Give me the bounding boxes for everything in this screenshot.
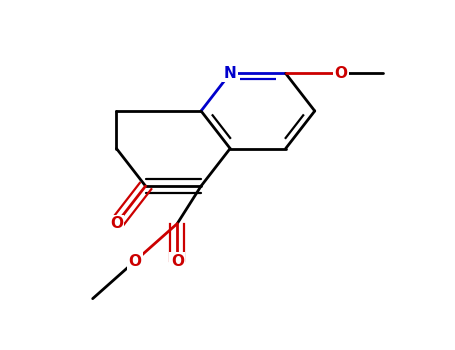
Text: O: O bbox=[128, 254, 142, 268]
Text: O: O bbox=[171, 254, 184, 268]
Text: O: O bbox=[335, 66, 348, 81]
Text: N: N bbox=[224, 66, 237, 81]
Text: O: O bbox=[110, 216, 123, 231]
